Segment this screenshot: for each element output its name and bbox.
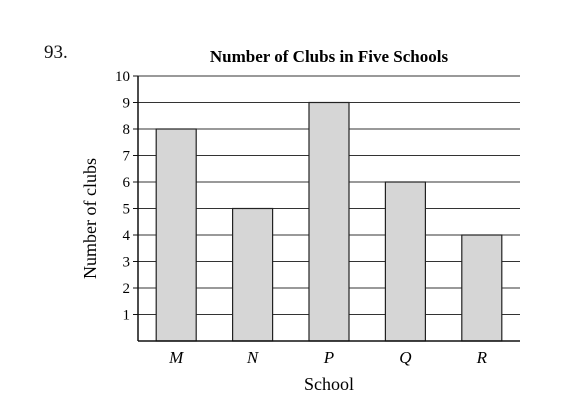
y-tick-label: 5: [123, 202, 131, 218]
y-tick-label: 7: [123, 149, 131, 165]
y-tick-label: 8: [123, 122, 131, 138]
y-tick-label: 6: [123, 175, 131, 191]
y-tick-label: 2: [123, 281, 131, 297]
x-tick-label-m: M: [168, 348, 184, 367]
x-tick-label-r: R: [476, 348, 488, 367]
x-tick-label-n: N: [246, 348, 260, 367]
y-tick-label: 4: [123, 228, 131, 244]
y-tick-labels: 1 2 3 4 5 6 7 8 9 10: [115, 69, 131, 324]
y-tick-label: 9: [123, 96, 131, 112]
y-tick-label: 10: [115, 69, 130, 85]
bars: [155, 101, 503, 342]
bar-q: [384, 181, 426, 342]
bar-n: [232, 207, 274, 342]
bar-p: [308, 101, 350, 342]
y-axis-label: Number of clubs: [80, 158, 100, 279]
bar-m: [155, 128, 197, 342]
y-tick-label: 1: [123, 308, 131, 324]
axes: [137, 76, 520, 342]
chart-title: Number of Clubs in Five Schools: [210, 47, 449, 66]
y-tick-label: 3: [123, 255, 131, 271]
x-tick-label-q: Q: [399, 348, 411, 367]
question-number: 93.: [44, 42, 68, 63]
x-tick-label-p: P: [323, 348, 334, 367]
bar-r: [461, 234, 503, 342]
x-axis-label: School: [304, 374, 354, 394]
